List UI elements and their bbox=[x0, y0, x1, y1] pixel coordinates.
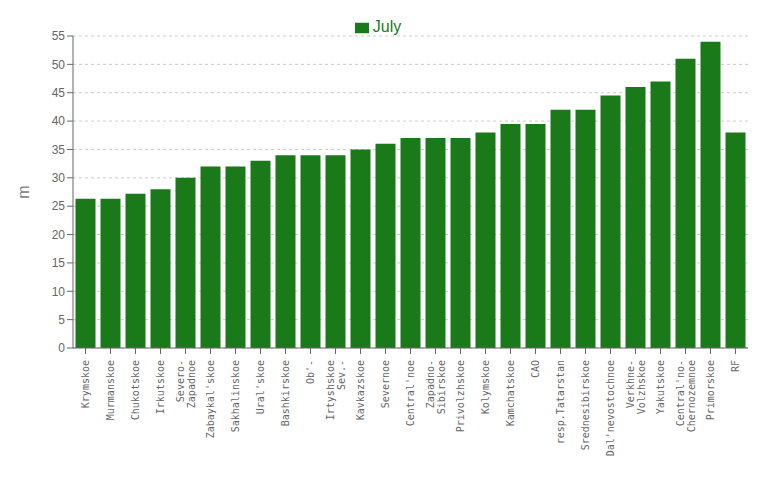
svg-text:Central'noe: Central'noe bbox=[405, 360, 416, 426]
svg-text:Kavkazskoe: Kavkazskoe bbox=[355, 360, 366, 420]
svg-text:CAO: CAO bbox=[530, 360, 541, 378]
svg-text:resp.Tatarstan: resp.Tatarstan bbox=[555, 360, 566, 444]
svg-text:35: 35 bbox=[52, 143, 66, 157]
html-text:July: July bbox=[372, 18, 402, 35]
svg-text:Kolymskoe: Kolymskoe bbox=[480, 360, 491, 414]
svg-text:Srednesibirskoe: Srednesibirskoe bbox=[580, 360, 591, 450]
svg-text:Zabaykal'skoe: Zabaykal'skoe bbox=[205, 360, 216, 438]
svg-text:RF: RF bbox=[730, 360, 741, 372]
svg-text:Ob'-: Ob'- bbox=[305, 360, 316, 384]
svg-text:45: 45 bbox=[52, 86, 66, 100]
svg-text:Dal'nevostochnoe: Dal'nevostochnoe bbox=[605, 360, 616, 456]
svg-text:Severo-Zapadnoe: Severo-Zapadnoe bbox=[175, 360, 197, 408]
svg-text:Privolzhskoe: Privolzhskoe bbox=[455, 360, 466, 432]
svg-text:Sakhalinskoe: Sakhalinskoe bbox=[230, 360, 241, 432]
svg-text:Irkutskoe: Irkutskoe bbox=[155, 360, 166, 414]
svg-text:20: 20 bbox=[52, 228, 66, 242]
svg-text:Verkhne-Volzhskoe: Verkhne-Volzhskoe bbox=[625, 360, 647, 414]
svg-text:Krymskoe: Krymskoe bbox=[80, 360, 91, 408]
svg-text:25: 25 bbox=[52, 199, 66, 213]
svg-text:0: 0 bbox=[58, 341, 65, 355]
svg-text:IrtyshskoeSev.-: IrtyshskoeSev.- bbox=[325, 360, 347, 420]
svg-text:30: 30 bbox=[52, 171, 66, 185]
svg-text:Central'no-Chernozemnoe: Central'no-Chernozemnoe bbox=[675, 360, 697, 432]
svg-text:15: 15 bbox=[52, 256, 66, 270]
svg-text:Severnoe: Severnoe bbox=[380, 360, 391, 408]
svg-text:m: m bbox=[15, 185, 32, 198]
svg-text:50: 50 bbox=[52, 58, 66, 72]
svg-text:Kamchatskoe: Kamchatskoe bbox=[505, 360, 516, 426]
svg-text:Murmanskoe: Murmanskoe bbox=[105, 360, 116, 420]
svg-text:5: 5 bbox=[58, 313, 65, 327]
svg-text:10: 10 bbox=[52, 285, 66, 299]
svg-text:40: 40 bbox=[52, 114, 66, 128]
svg-text:Bashkirskoe: Bashkirskoe bbox=[280, 360, 291, 426]
svg-text:55: 55 bbox=[52, 29, 66, 43]
svg-text:Primorskoe: Primorskoe bbox=[705, 360, 716, 420]
svg-text:Ural'skoe: Ural'skoe bbox=[255, 360, 266, 414]
svg-text:Yakutskoe: Yakutskoe bbox=[655, 360, 666, 414]
svg-text:Chukotskoe: Chukotskoe bbox=[130, 360, 141, 420]
svg-text:Zapadno-Sibirskoe: Zapadno-Sibirskoe bbox=[425, 360, 447, 414]
